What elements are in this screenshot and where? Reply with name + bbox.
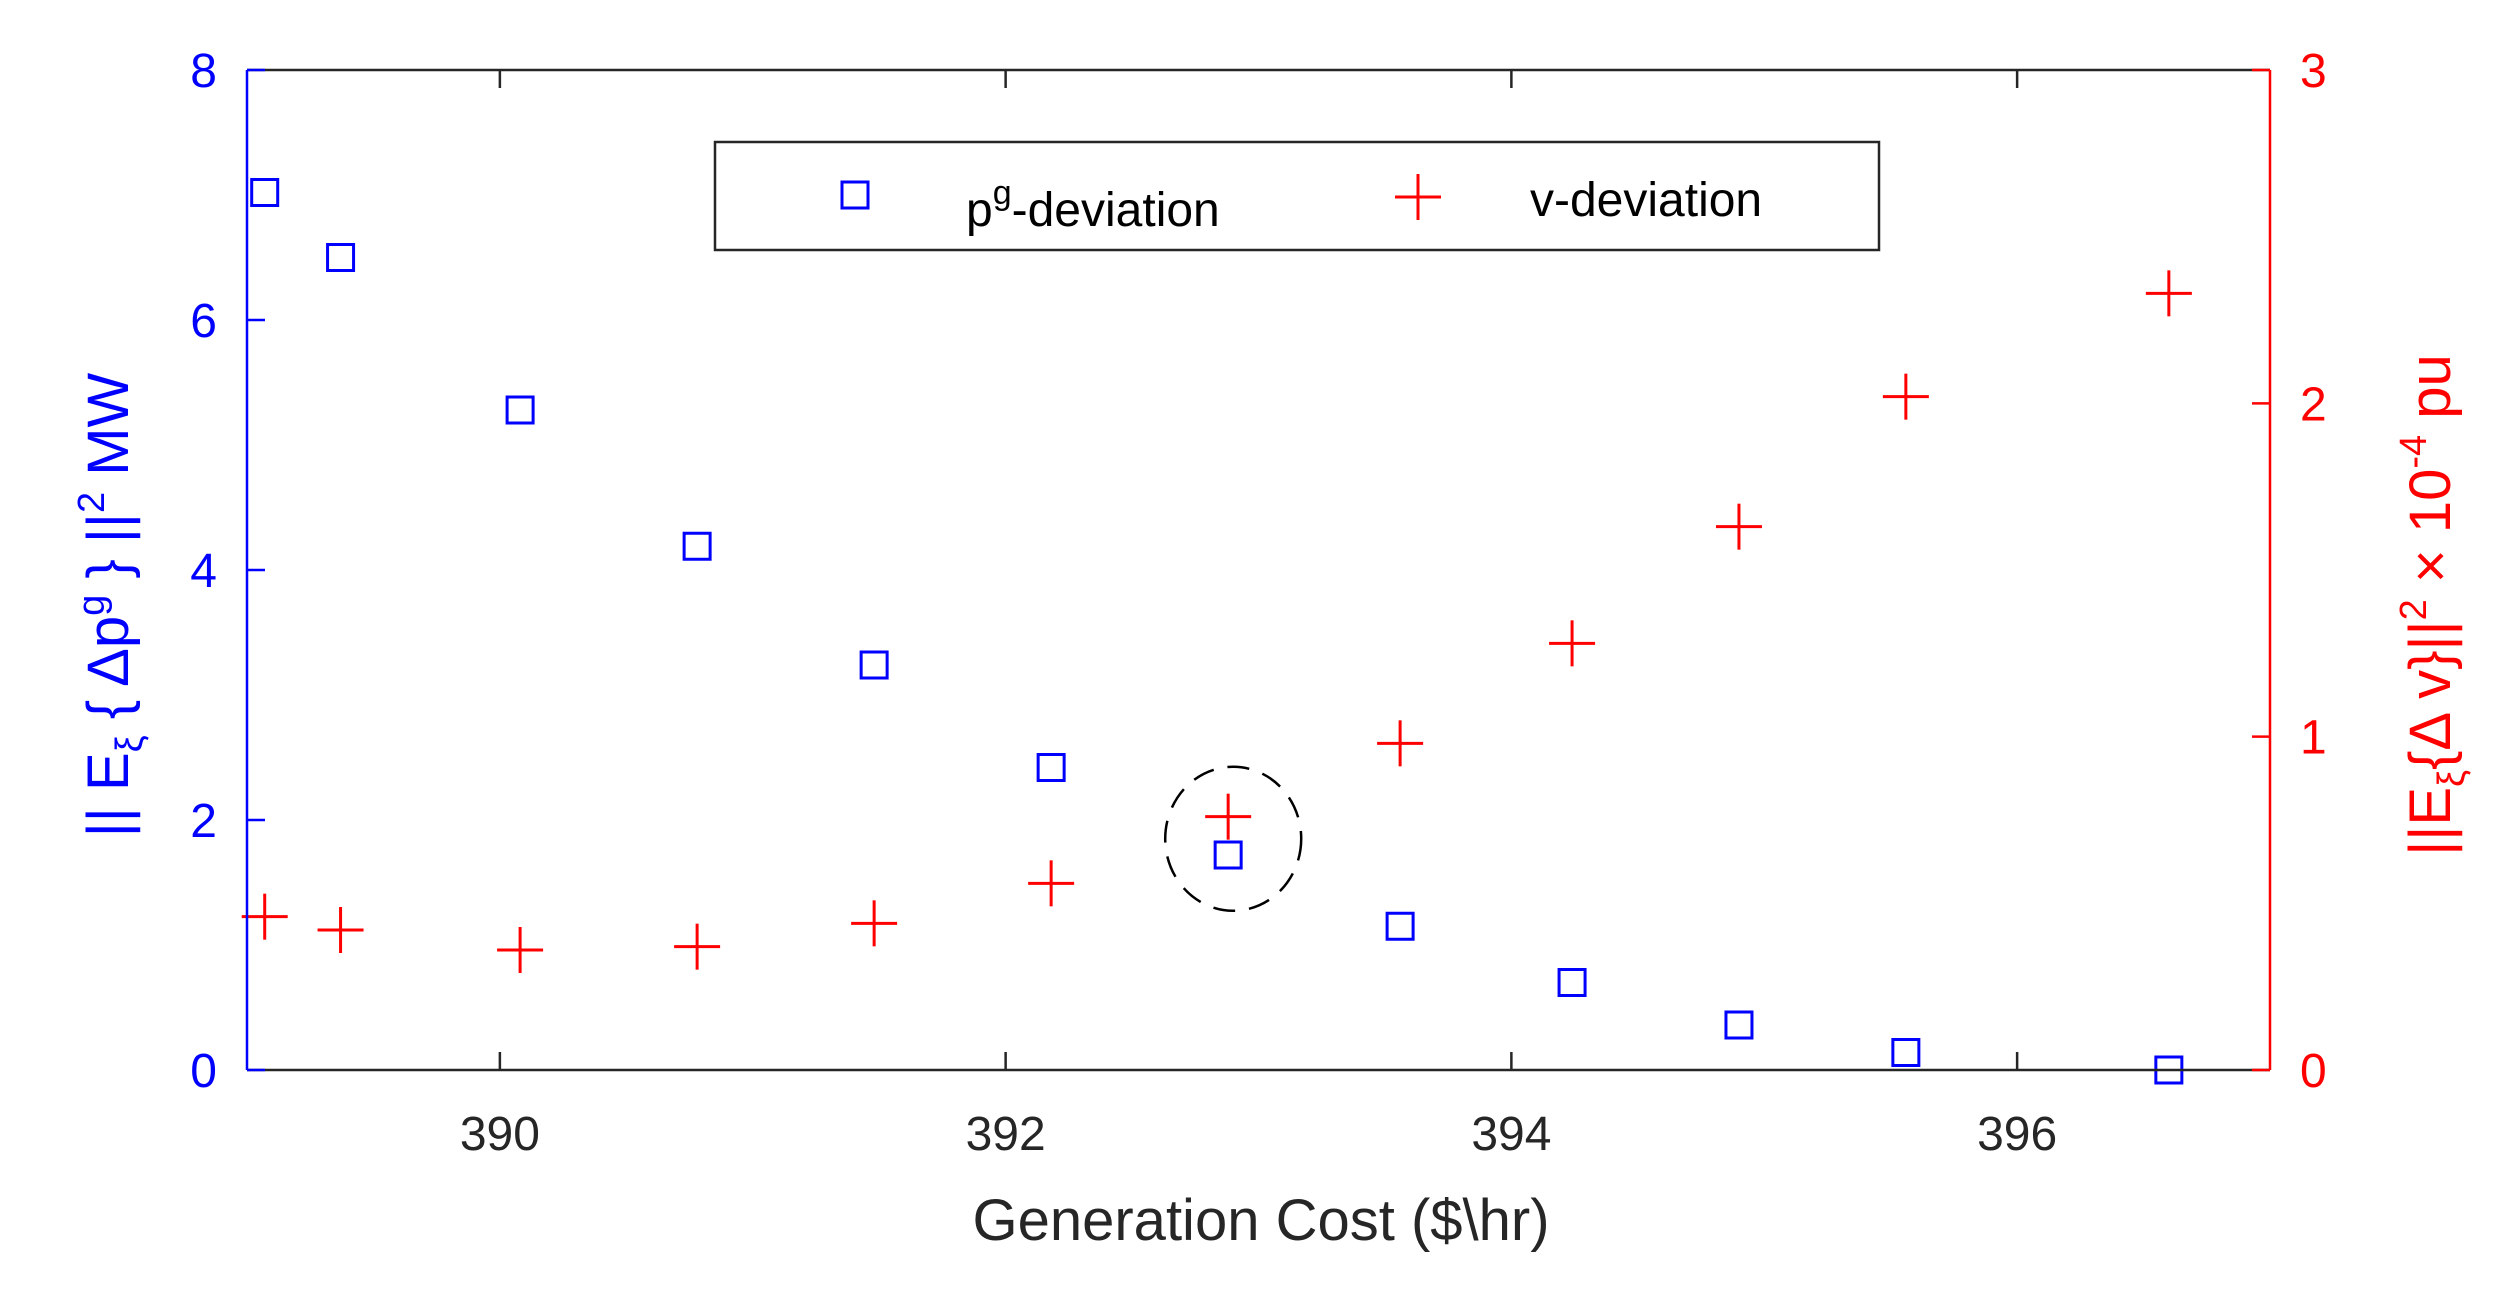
pg-deviation-point [859, 650, 889, 680]
y-axis-label-right: ||Eξ{Δ v}||2 × 10-4 pu [2393, 354, 2473, 856]
y-tick-label-right: 1 [2300, 712, 2327, 765]
y-tick-label-left: 0 [190, 1045, 217, 1098]
pg-deviation-point [505, 395, 535, 425]
legend-marker-plus [1395, 174, 1441, 220]
y-tick-label-right: 0 [2300, 1045, 2327, 1098]
y-tick-label-right: 3 [2300, 45, 2327, 98]
y-tick-label-left: 6 [190, 295, 217, 348]
x-tick-label: 396 [1977, 1108, 2057, 1161]
pg-deviation-point [1213, 840, 1243, 870]
v-deviation-point [1715, 503, 1762, 550]
pg-deviation-point [1557, 968, 1587, 997]
x-tick-label: 392 [966, 1108, 1046, 1161]
x-tick-label: 394 [1471, 1108, 1551, 1161]
x-tick-label: 390 [460, 1108, 540, 1161]
y-tick-label-left: 8 [190, 45, 217, 98]
highlight-circle-annotation [1163, 765, 1303, 912]
y-tick-label-left: 2 [190, 795, 217, 848]
y-tick-label-left: 4 [190, 545, 217, 598]
v-deviation-point [2145, 270, 2192, 317]
v-deviation-point [674, 923, 721, 970]
pg-deviation-point [1891, 1038, 1921, 1067]
v-deviation-point [241, 893, 288, 940]
legend-label-v: v-deviation [1530, 174, 1762, 227]
legend-marker-square [840, 180, 870, 210]
legend: pg-deviation v-deviation [713, 140, 1881, 252]
v-deviation-point [851, 900, 898, 947]
pg-deviation-point [1724, 1010, 1754, 1040]
pg-deviation-point [682, 531, 712, 561]
v-deviation-point [1028, 860, 1075, 907]
pg-deviation-point [326, 243, 356, 272]
v-deviation-point [497, 927, 544, 973]
v-deviation-point [1549, 620, 1596, 667]
v-deviation-point [1882, 373, 1929, 420]
y-axis-label-left: || Eξ { Δpg } ||2 MW [71, 372, 151, 837]
v-deviation-point [1377, 720, 1424, 767]
legend-label-pg: pg-deviation [966, 174, 1220, 237]
v-deviation-point [317, 907, 364, 953]
data-series [241, 178, 2192, 1085]
legend-box [713, 140, 1881, 252]
y-tick-label-right: 2 [2300, 378, 2327, 431]
v-deviation-point [1205, 793, 1252, 840]
pg-deviation-point [250, 178, 280, 207]
pg-deviation-point [1385, 911, 1415, 941]
pg-deviation-point [1036, 753, 1066, 782]
axes: 390 392 394 396 0 2 4 6 8 0 1 2 3 [190, 45, 2326, 1161]
x-axis-label: Generation Cost ($\hr) [972, 1188, 1549, 1253]
